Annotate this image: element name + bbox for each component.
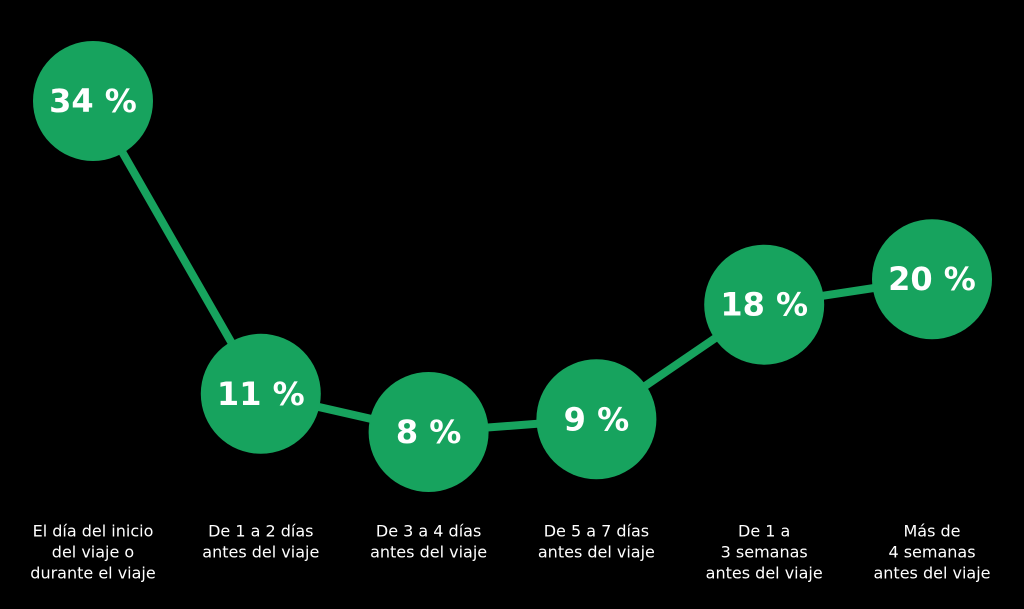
value-label: 11 % <box>217 375 305 413</box>
point <box>33 41 153 161</box>
x-category-label: 3 semanas <box>721 543 808 562</box>
x-category-label: De 1 a <box>738 522 790 541</box>
point <box>368 372 489 492</box>
value-label: 9 % <box>564 400 629 438</box>
point <box>200 333 321 454</box>
point <box>536 359 657 480</box>
x-category-label: Más de <box>903 522 960 541</box>
x-category-label: De 3 a 4 días <box>376 522 481 541</box>
x-category-label: 4 semanas <box>888 543 975 562</box>
x-category-label: El día del inicio <box>33 522 154 541</box>
value-label: 8 % <box>396 413 461 451</box>
point <box>704 244 825 365</box>
value-label: 20 % <box>888 260 976 298</box>
x-category-label: antes del viaje <box>202 543 319 562</box>
point <box>872 219 992 340</box>
value-label: 18 % <box>720 286 808 324</box>
x-category-label: antes del viaje <box>706 564 823 583</box>
x-category-label: durante el viaje <box>30 564 155 583</box>
x-category-label: antes del viaje <box>873 564 990 583</box>
x-category-label: De 1 a 2 días <box>208 522 313 541</box>
x-category-label: del viaje o <box>52 543 134 562</box>
x-category-label: De 5 a 7 días <box>544 522 649 541</box>
x-category-label: antes del viaje <box>370 543 487 562</box>
x-category-label: antes del viaje <box>538 543 655 562</box>
value-label: 34 % <box>49 82 137 120</box>
